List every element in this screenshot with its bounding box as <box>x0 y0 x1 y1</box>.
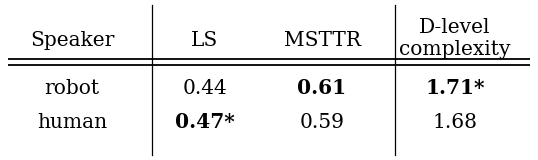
Text: robot: robot <box>45 79 100 97</box>
Text: 0.61: 0.61 <box>298 78 346 98</box>
Text: 0.47*: 0.47* <box>175 112 235 132</box>
Text: human: human <box>37 112 107 132</box>
Text: 0.44: 0.44 <box>182 79 228 97</box>
Text: 1.71*: 1.71* <box>425 78 485 98</box>
Text: LS: LS <box>192 31 218 49</box>
Text: Speaker: Speaker <box>30 31 114 49</box>
Text: D-level
complexity: D-level complexity <box>399 18 511 59</box>
Text: 1.68: 1.68 <box>433 112 478 132</box>
Text: MSTTR: MSTTR <box>284 31 360 49</box>
Text: 0.59: 0.59 <box>300 112 344 132</box>
